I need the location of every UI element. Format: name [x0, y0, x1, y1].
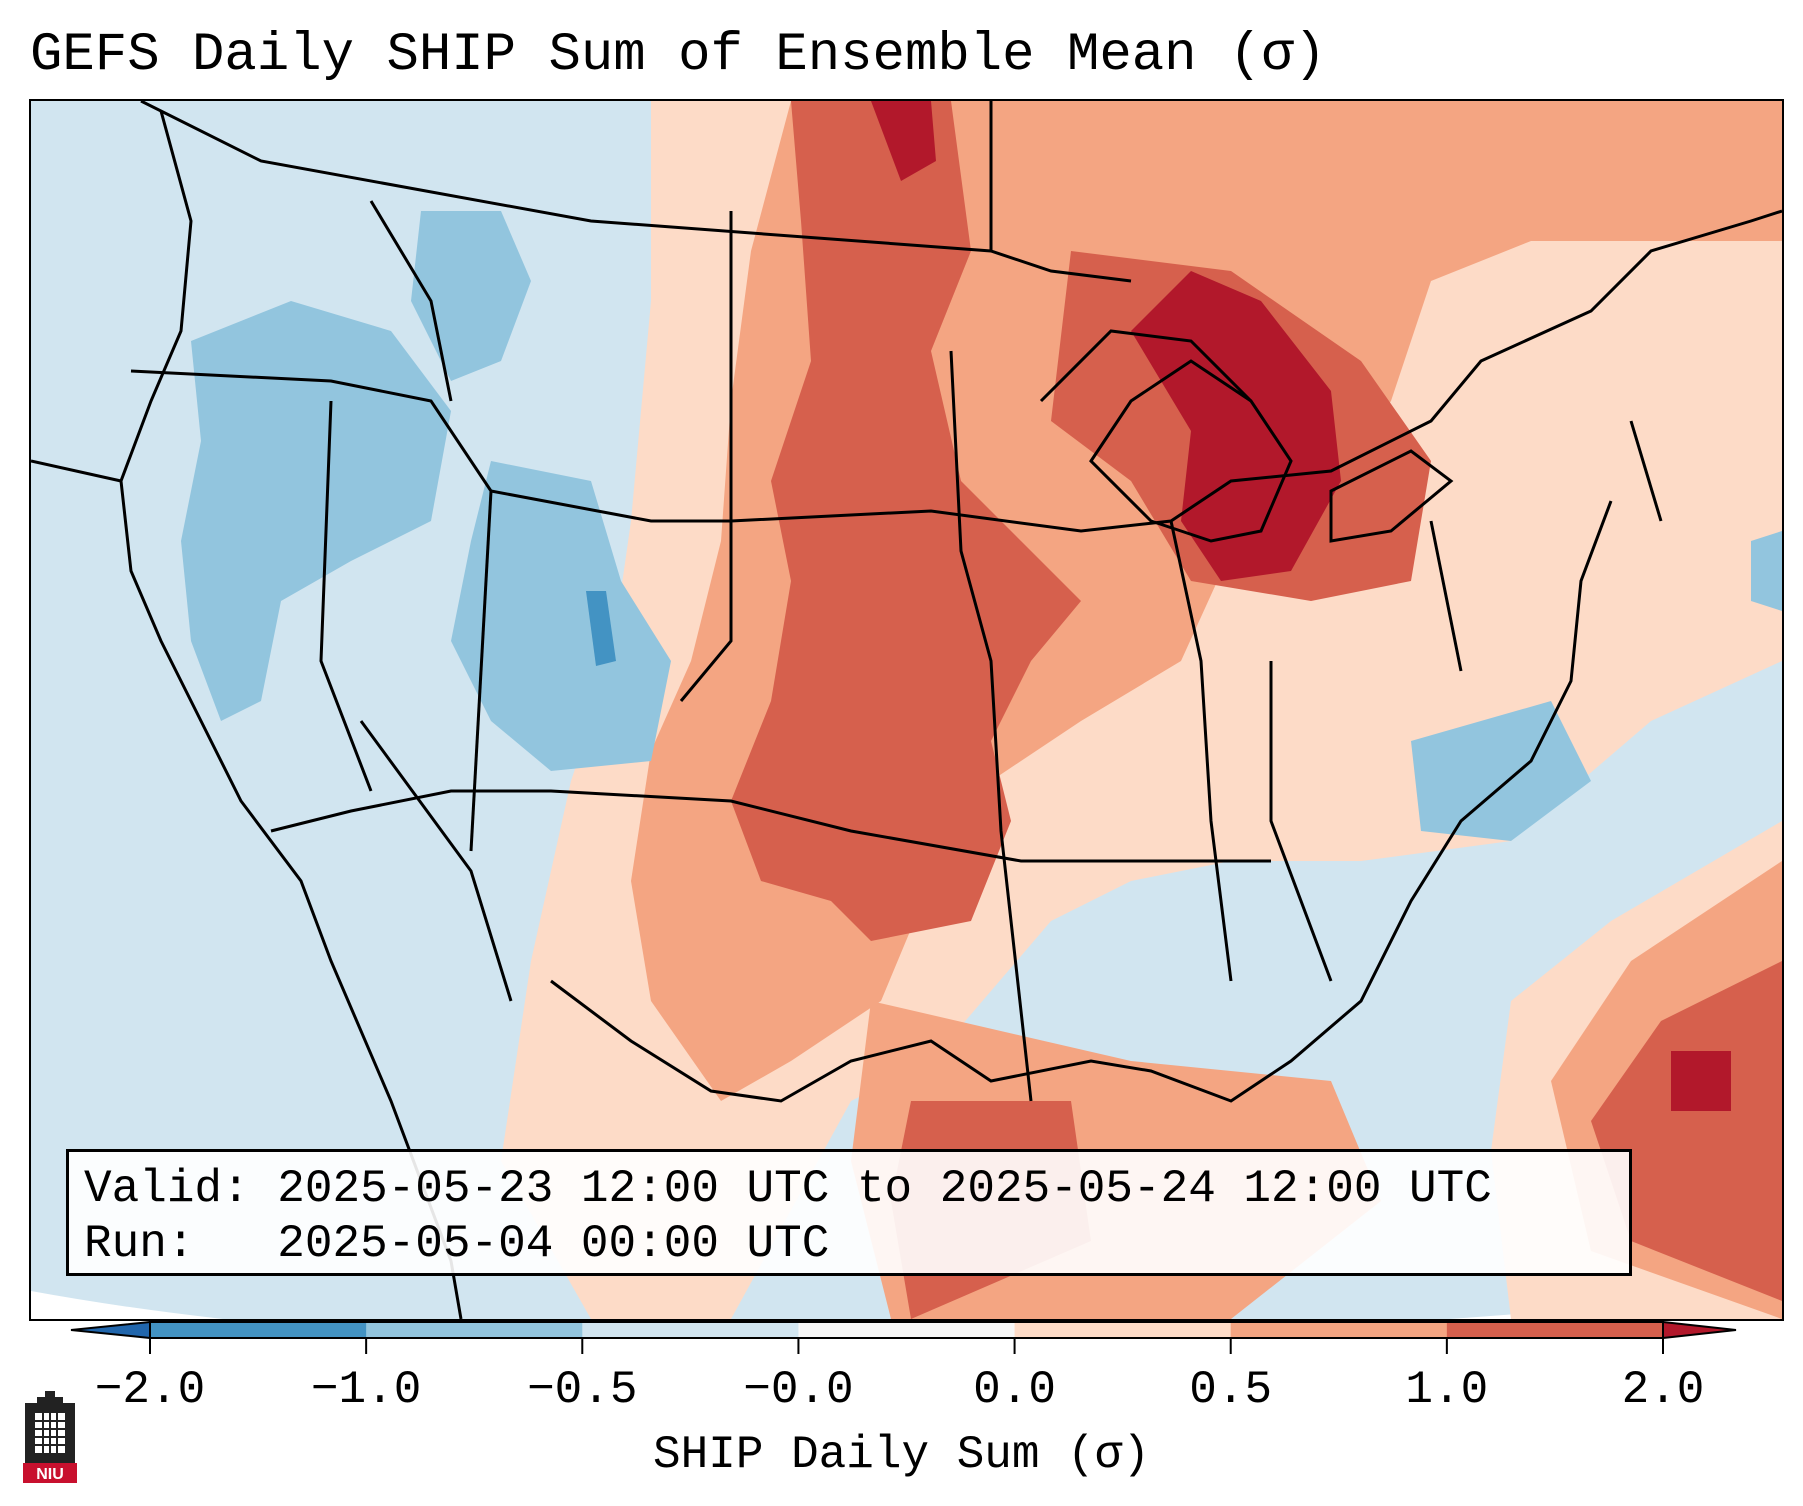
colorbar-bin	[798, 1322, 1016, 1338]
colorbar-tick-label: 1.0	[1405, 1364, 1489, 1416]
colorbar-tick-label: −1.0	[310, 1364, 422, 1416]
valid-value: 2025-05-23 12:00 UTC to 2025-05-24 12:00…	[277, 1163, 1492, 1215]
field-negative-rockies	[451, 461, 671, 771]
map-panel	[29, 99, 1784, 1321]
field-negative-west	[181, 301, 451, 721]
svg-text:NIU: NIU	[36, 1466, 64, 1483]
colorbar-bin	[1446, 1322, 1664, 1338]
colorbar-tick-label: 0.0	[973, 1364, 1056, 1416]
colorbar-label: SHIP Daily Sum (σ)	[653, 1429, 1150, 1481]
field-negative-northwest	[411, 211, 531, 381]
colorbar-tick-label: −0.5	[527, 1364, 638, 1416]
field-negative-atlantic	[1751, 531, 1782, 611]
colorbar-bin	[366, 1322, 583, 1338]
boundaries	[31, 101, 1782, 1319]
niu-logo-icon: NIU	[23, 1391, 77, 1483]
colorbar-bin	[582, 1322, 799, 1338]
run-label: Run:	[84, 1218, 195, 1270]
field-strong-positive-ocean	[1591, 961, 1782, 1301]
field-map	[31, 101, 1782, 1319]
validity-info-box: Valid: 2025-05-23 12:00 UTC to 2025-05-2…	[66, 1149, 1632, 1276]
colorbar-tick-label: −0.0	[743, 1364, 854, 1416]
field-strong-positive	[731, 101, 1081, 941]
colorbar	[70, 1320, 1737, 1354]
colorbar-under-triangle	[70, 1320, 151, 1340]
colorbar-tick-label: −2.0	[94, 1364, 206, 1416]
colorbar-ticks	[149, 1338, 1664, 1354]
field-negative-east	[1411, 701, 1591, 841]
colorbar-bins	[150, 1322, 1664, 1338]
run-value: 2025-05-04 00:00 UTC	[277, 1218, 830, 1270]
colorbar-bin	[1014, 1322, 1232, 1338]
field-extreme-positive	[1131, 271, 1341, 581]
field-extreme-positive-north	[871, 101, 936, 181]
run-row: Run: 2025-05-04 00:00 UTC	[84, 1217, 1629, 1272]
colorbar-tick-label: 2.0	[1621, 1364, 1705, 1416]
colorbar-bin	[1230, 1322, 1448, 1338]
field-extreme-positive-ocean	[1671, 1051, 1731, 1111]
field-strong-negative	[586, 591, 616, 666]
valid-row: Valid: 2025-05-23 12:00 UTC to 2025-05-2…	[84, 1162, 1629, 1217]
colorbar-tick-label: 0.5	[1189, 1364, 1273, 1416]
chart-title: GEFS Daily SHIP Sum of Ensemble Mean (σ)	[30, 25, 1327, 86]
colorbar-over-triangle	[1662, 1320, 1737, 1340]
colorbar-outline	[149, 1321, 1664, 1339]
valid-label: Valid:	[84, 1163, 250, 1215]
colorbar-bin	[150, 1322, 367, 1338]
